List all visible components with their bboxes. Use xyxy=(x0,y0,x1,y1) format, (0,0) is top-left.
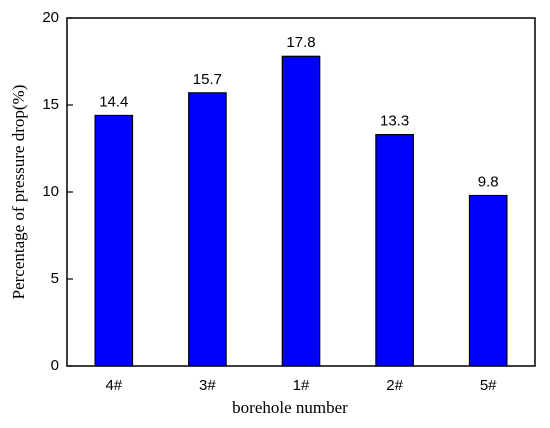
value-label: 15.7 xyxy=(193,71,222,88)
x-tick-label: 4# xyxy=(105,377,122,394)
value-label: 17.8 xyxy=(286,34,315,51)
bar xyxy=(468,194,508,367)
y-tick-label: 0 xyxy=(51,357,59,374)
bar xyxy=(188,92,227,367)
x-axis-label: borehole number xyxy=(232,398,348,417)
bar xyxy=(94,114,134,367)
x-tick-label: 1# xyxy=(293,377,310,394)
bar xyxy=(375,133,414,367)
y-axis-label: Percentage of pressure drop(%) xyxy=(9,85,28,300)
x-tick-label: 5# xyxy=(480,377,497,394)
y-tick-label: 15 xyxy=(42,96,59,113)
value-label: 14.4 xyxy=(99,93,128,110)
x-tick-label: 3# xyxy=(199,377,216,394)
y-tick-label: 10 xyxy=(42,183,59,200)
value-label: 13.3 xyxy=(380,113,409,130)
bar xyxy=(281,55,321,367)
y-tick-label: 20 xyxy=(42,9,59,26)
y-tick-label: 5 xyxy=(51,270,59,287)
value-label: 9.8 xyxy=(478,173,499,190)
x-tick-label: 2# xyxy=(386,377,403,394)
